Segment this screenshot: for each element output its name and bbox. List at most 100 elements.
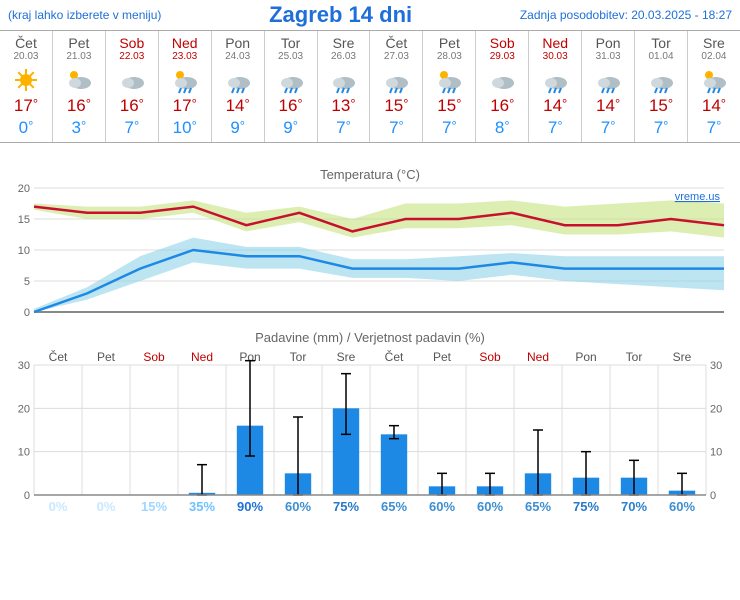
svg-text:Pet: Pet	[433, 350, 452, 364]
low-temp: 9°	[265, 118, 317, 138]
date-label: 26.03	[318, 51, 370, 62]
date-label: 27.03	[370, 51, 422, 62]
date-label: 28.03	[423, 51, 475, 62]
day-column[interactable]: Čet27.03 15°7°	[370, 31, 423, 142]
high-temp: 16°	[106, 96, 158, 116]
day-column[interactable]: Čet20.0317°0°	[0, 31, 53, 142]
low-temp: 9°	[212, 118, 264, 138]
high-temp: 16°	[476, 96, 528, 116]
day-of-week: Tor	[265, 35, 317, 51]
day-of-week: Čet	[370, 35, 422, 51]
low-temp: 7°	[688, 118, 740, 138]
day-of-week: Pet	[423, 35, 475, 51]
high-temp: 14°	[212, 96, 264, 116]
low-temp: 0°	[0, 118, 52, 138]
date-label: 22.03	[106, 51, 158, 62]
svg-text:60%: 60%	[477, 499, 503, 514]
day-column[interactable]: Ned30.0314°7°	[529, 31, 582, 142]
day-column[interactable]: Sob29.03 16°8°	[476, 31, 529, 142]
svg-text:65%: 65%	[381, 499, 407, 514]
date-label: 20.03	[0, 51, 52, 62]
temp-chart-title: Temperatura (°C)	[6, 167, 734, 182]
svg-text:30: 30	[710, 360, 722, 372]
weather-icon	[688, 66, 740, 94]
high-temp: 15°	[370, 96, 422, 116]
svg-text:0%: 0%	[97, 499, 116, 514]
svg-text:0: 0	[24, 307, 30, 319]
menu-note[interactable]: (kraj lahko izberete v meniju)	[8, 8, 161, 22]
day-column[interactable]: Ned23.0317°10°	[159, 31, 212, 142]
svg-text:70%: 70%	[621, 499, 647, 514]
svg-text:Pet: Pet	[97, 350, 116, 364]
svg-text:vreme.us: vreme.us	[675, 191, 721, 203]
day-of-week: Sob	[106, 35, 158, 51]
high-temp: 14°	[529, 96, 581, 116]
svg-text:65%: 65%	[525, 499, 551, 514]
svg-text:5: 5	[24, 276, 30, 288]
high-temp: 16°	[265, 96, 317, 116]
high-temp: 14°	[688, 96, 740, 116]
low-temp: 7°	[318, 118, 370, 138]
date-label: 30.03	[529, 51, 581, 62]
weather-icon	[265, 66, 317, 94]
date-label: 02.04	[688, 51, 740, 62]
high-temp: 15°	[423, 96, 475, 116]
date-label: 01.04	[635, 51, 687, 62]
weather-icon	[0, 66, 52, 94]
low-temp: 7°	[423, 118, 475, 138]
svg-text:90%: 90%	[237, 499, 263, 514]
low-temp: 7°	[635, 118, 687, 138]
day-column[interactable]: Sre02.0414°7°	[688, 31, 740, 142]
precip-chart: 00101020203030ČetPetSobNedPonTorSreČetPe…	[6, 347, 734, 515]
day-column[interactable]: Pet28.03 15°7°	[423, 31, 476, 142]
day-column[interactable]: Pet21.0316°3°	[53, 31, 106, 142]
high-temp: 13°	[318, 96, 370, 116]
weather-icon	[476, 66, 528, 94]
svg-text:10: 10	[710, 447, 722, 459]
day-column[interactable]: Sre26.03 13°7°	[318, 31, 371, 142]
day-column[interactable]: Tor25.03 16°9°	[265, 31, 318, 142]
svg-text:10: 10	[18, 447, 30, 459]
weather-icon	[370, 66, 422, 94]
precip-chart-title: Padavine (mm) / Verjetnost padavin (%)	[6, 330, 734, 345]
weather-icon	[529, 66, 581, 94]
low-temp: 8°	[476, 118, 528, 138]
date-label: 24.03	[212, 51, 264, 62]
svg-text:15: 15	[18, 214, 30, 226]
low-temp: 7°	[370, 118, 422, 138]
svg-text:60%: 60%	[285, 499, 311, 514]
svg-text:Sre: Sre	[673, 350, 692, 364]
high-temp: 17°	[0, 96, 52, 116]
forecast-table: Čet20.0317°0°Pet21.0316°3°Sob22.0316°7°N…	[0, 30, 740, 143]
low-temp: 10°	[159, 118, 211, 138]
svg-text:15%: 15%	[141, 499, 167, 514]
svg-text:60%: 60%	[669, 499, 695, 514]
day-column[interactable]: Pon31.0314°7°	[582, 31, 635, 142]
svg-text:Sob: Sob	[479, 350, 501, 364]
high-temp: 14°	[582, 96, 634, 116]
day-column[interactable]: Tor01.0415°7°	[635, 31, 688, 142]
svg-text:Sre: Sre	[337, 350, 356, 364]
day-of-week: Sob	[476, 35, 528, 51]
svg-text:20: 20	[18, 403, 30, 415]
svg-text:Ned: Ned	[191, 350, 213, 364]
svg-text:Tor: Tor	[626, 350, 643, 364]
low-temp: 7°	[529, 118, 581, 138]
date-label: 23.03	[159, 51, 211, 62]
svg-text:10: 10	[18, 245, 30, 257]
svg-text:Čet: Čet	[385, 349, 404, 364]
low-temp: 3°	[53, 118, 105, 138]
header-bar: (kraj lahko izberete v meniju) Zagreb 14…	[0, 0, 740, 30]
day-of-week: Pon	[582, 35, 634, 51]
day-of-week: Sre	[318, 35, 370, 51]
date-label: 29.03	[476, 51, 528, 62]
weather-icon	[318, 66, 370, 94]
low-temp: 7°	[582, 118, 634, 138]
date-label: 25.03	[265, 51, 317, 62]
svg-text:0: 0	[710, 490, 716, 502]
day-column[interactable]: Sob22.0316°7°	[106, 31, 159, 142]
weather-icon	[212, 66, 264, 94]
day-column[interactable]: Pon24.0314°9°	[212, 31, 265, 142]
high-temp: 15°	[635, 96, 687, 116]
svg-text:0: 0	[24, 490, 30, 502]
